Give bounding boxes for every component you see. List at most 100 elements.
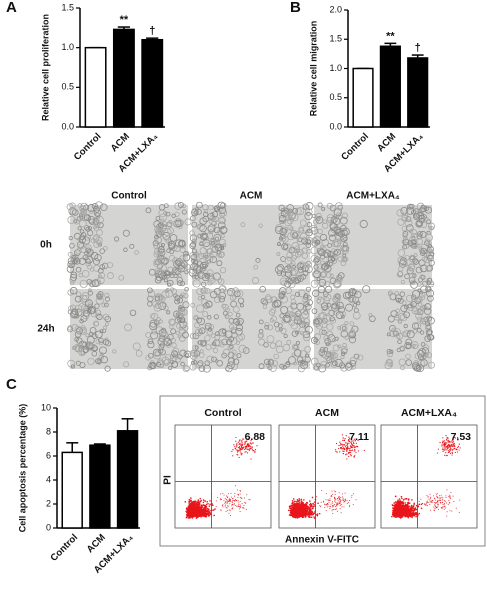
event-dot	[243, 507, 244, 508]
event-dot	[241, 440, 242, 441]
event-dot	[409, 512, 411, 514]
event-dot	[297, 499, 299, 501]
event-dot	[311, 516, 313, 518]
event-dot	[198, 508, 200, 510]
event-dot	[239, 439, 240, 440]
event-dot	[411, 499, 413, 501]
event-dot	[312, 503, 314, 505]
event-dot	[242, 453, 243, 454]
event-dot	[337, 511, 338, 512]
event-dot	[228, 493, 229, 494]
event-dot	[251, 447, 252, 448]
event-dot	[450, 445, 451, 446]
event-dot	[343, 444, 344, 445]
event-dot	[294, 516, 296, 518]
y-tick-label: 1.0	[329, 63, 342, 73]
event-dot	[331, 510, 332, 511]
event-dot	[236, 506, 237, 507]
event-dot	[338, 500, 339, 501]
event-dot	[438, 506, 439, 507]
event-dot	[352, 450, 353, 451]
event-dot	[427, 505, 428, 506]
event-dot	[445, 501, 446, 502]
event-dot	[229, 498, 230, 499]
event-dot	[342, 497, 343, 498]
event-dot	[244, 452, 245, 453]
event-dot	[446, 439, 447, 440]
event-dot	[407, 502, 409, 504]
event-dot	[317, 502, 319, 504]
event-dot	[356, 443, 357, 444]
event-dot	[216, 506, 217, 507]
event-dot	[449, 510, 450, 511]
event-dot	[194, 509, 196, 511]
event-dot	[242, 507, 243, 508]
event-dot	[334, 500, 335, 501]
event-dot	[437, 493, 438, 494]
event-dot	[345, 499, 346, 500]
event-dot	[349, 506, 350, 507]
event-dot	[339, 502, 340, 503]
micrograph	[67, 287, 190, 371]
event-dot	[342, 506, 343, 507]
event-dot	[340, 497, 341, 498]
bar	[353, 69, 373, 128]
event-dot	[408, 514, 410, 516]
event-dot	[231, 493, 232, 494]
event-dot	[306, 505, 308, 507]
event-dot	[231, 451, 232, 452]
event-dot	[241, 454, 242, 455]
event-dot	[250, 446, 251, 447]
significance-mark: †	[149, 25, 155, 37]
event-dot	[404, 512, 406, 514]
event-dot	[194, 506, 196, 508]
event-dot	[239, 444, 240, 445]
event-dot	[206, 504, 208, 506]
event-dot	[350, 454, 351, 455]
event-dot	[404, 502, 406, 504]
event-dot	[187, 513, 189, 515]
event-dot	[309, 504, 311, 506]
event-dot	[393, 515, 395, 517]
event-dot	[336, 505, 337, 506]
event-dot	[312, 507, 314, 509]
event-dot	[337, 451, 338, 452]
event-dot	[189, 513, 191, 515]
event-dot	[235, 437, 236, 438]
event-dot	[404, 505, 406, 507]
event-dot	[204, 513, 206, 515]
y-tick-label: 1.5	[61, 2, 74, 12]
event-dot	[397, 506, 399, 508]
event-dot	[332, 509, 333, 510]
event-dot	[235, 485, 236, 486]
event-dot	[240, 491, 241, 492]
event-dot	[208, 511, 210, 513]
event-dot	[224, 495, 225, 496]
event-dot	[250, 458, 251, 459]
event-dot	[300, 505, 302, 507]
event-dot	[245, 446, 246, 447]
event-dot	[448, 504, 449, 505]
event-dot	[406, 512, 408, 514]
event-dot	[302, 506, 304, 508]
event-dot	[192, 507, 194, 509]
event-dot	[357, 446, 358, 447]
event-dot	[239, 446, 240, 447]
event-dot	[190, 509, 192, 511]
event-dot	[193, 501, 195, 503]
event-dot	[426, 504, 427, 505]
event-dot	[348, 502, 349, 503]
event-dot	[299, 516, 301, 518]
event-dot	[229, 503, 230, 504]
event-dot	[226, 499, 227, 500]
event-dot	[406, 509, 408, 511]
event-dot	[301, 510, 303, 512]
y-axis-label: Cell apoptosis percentage (%)	[17, 404, 27, 533]
event-dot	[348, 443, 349, 444]
event-dot	[304, 515, 306, 517]
event-dot	[449, 495, 450, 496]
y-tick-label: 1.5	[329, 34, 342, 44]
event-dot	[184, 501, 186, 503]
event-dot	[235, 448, 236, 449]
